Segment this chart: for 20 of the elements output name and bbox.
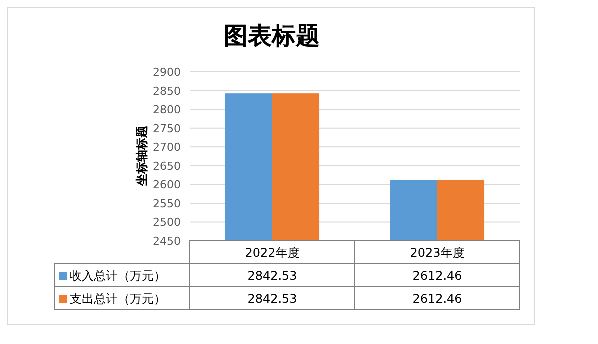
data-label: 2842.53 — [248, 269, 298, 283]
legend-label: 支出总计（万元） — [70, 292, 166, 306]
y-tick-label: 2450 — [153, 235, 181, 248]
data-label: 2842.53 — [248, 292, 298, 306]
y-tick-label: 2700 — [153, 141, 181, 154]
y-axis-title: 坐标轴标题 — [135, 126, 149, 187]
x-tick-label: 2023年度 — [410, 246, 465, 260]
y-tick-label: 2500 — [153, 216, 181, 230]
y-tick-label: 2750 — [153, 122, 181, 136]
y-tick-label: 2550 — [153, 197, 181, 210]
y-tick-label: 2900 — [153, 66, 181, 79]
y-tick-label: 2600 — [153, 178, 181, 192]
y-tick-label: 2850 — [153, 84, 181, 98]
data-label: 2612.46 — [412, 269, 462, 283]
x-tick-label: 2022年度 — [245, 246, 300, 260]
y-tick-label: 2650 — [153, 160, 181, 173]
chart-title: 图表标题 — [224, 22, 320, 50]
legend-label: 收入总计（万元） — [70, 269, 166, 283]
data-label: 2612.46 — [412, 292, 462, 306]
y-tick-label: 2800 — [153, 104, 181, 117]
